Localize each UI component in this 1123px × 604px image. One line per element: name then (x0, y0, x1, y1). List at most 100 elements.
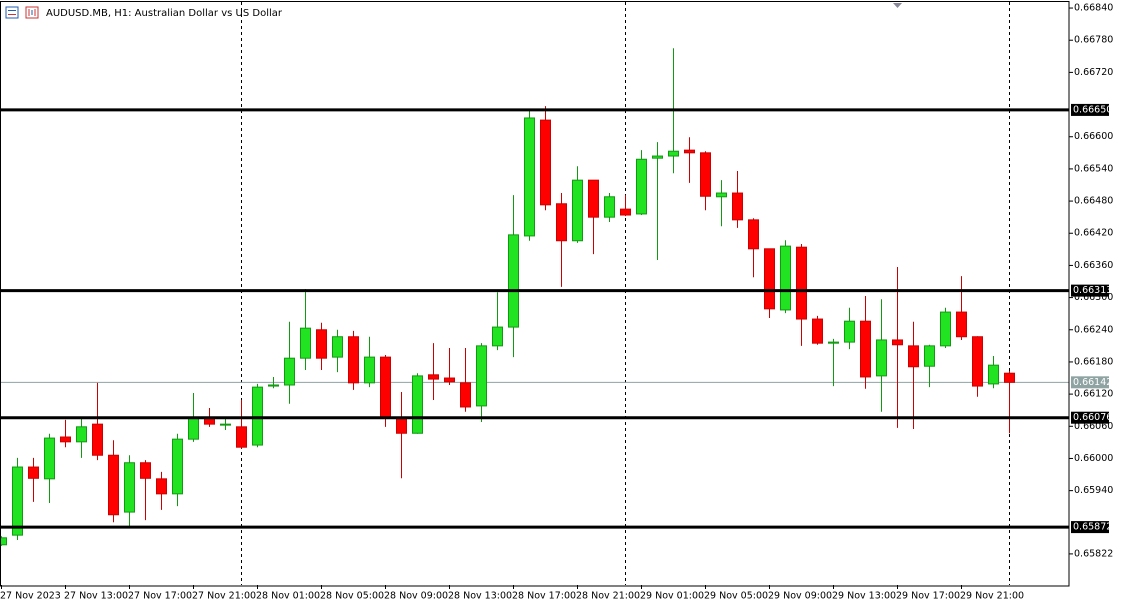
y-tick-label: 0.66360 (1074, 260, 1113, 271)
candle-body (876, 339, 887, 377)
candle-body (812, 318, 823, 344)
candle-body (92, 423, 103, 456)
candle-body (236, 426, 247, 448)
candle-body (732, 192, 743, 221)
candle-body (444, 377, 455, 383)
candle-body (988, 364, 999, 385)
level-label-box (1071, 103, 1109, 116)
candle-body (524, 117, 535, 237)
x-tick-label: 27 Nov 2023 (0, 591, 61, 602)
candle-body (620, 208, 631, 216)
candle-body (748, 219, 759, 250)
icon-list (5, 6, 19, 19)
y-tick-label: 0.66180 (1074, 356, 1113, 367)
candle-body (316, 329, 327, 359)
y-tick-label: 0.66000 (1074, 453, 1113, 464)
candle-body (860, 320, 871, 378)
level-label: 0.66313 (1073, 285, 1112, 296)
candle-body (76, 426, 87, 443)
candle-body (348, 336, 359, 384)
candle-body (956, 311, 967, 338)
level-label: 0.65872 (1073, 522, 1112, 533)
x-tick-label: 27 Nov 13:00 (64, 591, 128, 602)
candle-body (924, 345, 935, 367)
y-tick-label: 0.66720 (1074, 67, 1113, 78)
candle-body (284, 357, 295, 386)
candle-body (124, 462, 135, 513)
x-tick-label: 28 Nov 09:00 (384, 591, 448, 602)
x-tick-label: 29 Nov 21:00 (960, 591, 1024, 602)
candle-body (140, 462, 151, 479)
y-tick-label: 0.66420 (1074, 228, 1113, 239)
candle-body (492, 326, 503, 347)
candle-body (428, 374, 439, 380)
candle-body (44, 437, 55, 480)
y-tick-label: 0.66060 (1074, 421, 1113, 432)
plot-area (0, 2, 1069, 585)
candle-body (828, 341, 839, 344)
candle-body (172, 438, 183, 495)
candle-body (716, 192, 727, 198)
x-tick-label: 29 Nov 09:00 (768, 591, 832, 602)
y-tick-label: 0.66540 (1074, 163, 1113, 174)
candle-body (156, 478, 167, 495)
candle-body (268, 384, 279, 387)
level-label-box (1071, 411, 1109, 424)
candle-body (652, 155, 663, 159)
level-label: 0.66076 (1073, 412, 1112, 423)
candle-body (220, 423, 231, 426)
candle-body (892, 339, 903, 346)
candle-body (108, 454, 119, 516)
plot-frame (0, 1, 1070, 587)
shift-marker (893, 3, 902, 8)
candle-body (636, 158, 647, 215)
candle-body (0, 537, 7, 546)
candle-body (572, 179, 583, 242)
current-price-box (1071, 376, 1109, 389)
candle-body (12, 466, 23, 536)
level-label-box (1071, 284, 1109, 297)
candle-body (796, 246, 807, 320)
candle-body (412, 375, 423, 434)
x-tick-label: 29 Nov 01:00 (640, 591, 704, 602)
x-tick-label: 29 Nov 05:00 (704, 591, 768, 602)
candle-body (540, 119, 551, 206)
y-tick-label: 0.66480 (1074, 196, 1113, 207)
candle-body (844, 320, 855, 343)
x-tick-label: 27 Nov 21:00 (192, 591, 256, 602)
y-tick-label: 0.66840 (1074, 3, 1113, 14)
candle-body (764, 248, 775, 310)
y-tick-label: 0.65822 (1074, 548, 1113, 559)
candle-body (60, 436, 71, 443)
x-tick-label: 28 Nov 17:00 (512, 591, 576, 602)
chart-title: AUDUSD.MB, H1: Australian Dollar vs US D… (46, 8, 283, 19)
candle-body (780, 245, 791, 311)
x-tick-label: 29 Nov 17:00 (896, 591, 960, 602)
candle-body (460, 382, 471, 408)
current-price-label: 0.66142 (1073, 377, 1112, 388)
y-tick-label: 0.65940 (1074, 485, 1113, 496)
candle-body (396, 416, 407, 434)
y-tick-label: 0.66780 (1074, 35, 1113, 46)
y-tick-label: 0.66120 (1074, 389, 1113, 400)
candle-body (908, 345, 919, 368)
candle-body (556, 203, 567, 242)
candle-body (332, 336, 343, 358)
candle-body (684, 149, 695, 154)
x-tick-label: 28 Nov 01:00 (256, 591, 320, 602)
candle-body (508, 234, 519, 328)
x-tick-label: 27 Nov 17:00 (128, 591, 192, 602)
x-tick-label: 28 Nov 21:00 (576, 591, 640, 602)
candle-body (252, 386, 263, 446)
candle-body (1004, 372, 1015, 383)
candle-body (972, 336, 983, 387)
x-tick-label: 28 Nov 05:00 (320, 591, 384, 602)
level-label-box (1071, 521, 1109, 534)
candle-body (380, 356, 391, 418)
candle-body (300, 327, 311, 359)
candle-body (940, 311, 951, 347)
y-tick-label: 0.66300 (1074, 292, 1113, 303)
candle-body (476, 345, 487, 407)
